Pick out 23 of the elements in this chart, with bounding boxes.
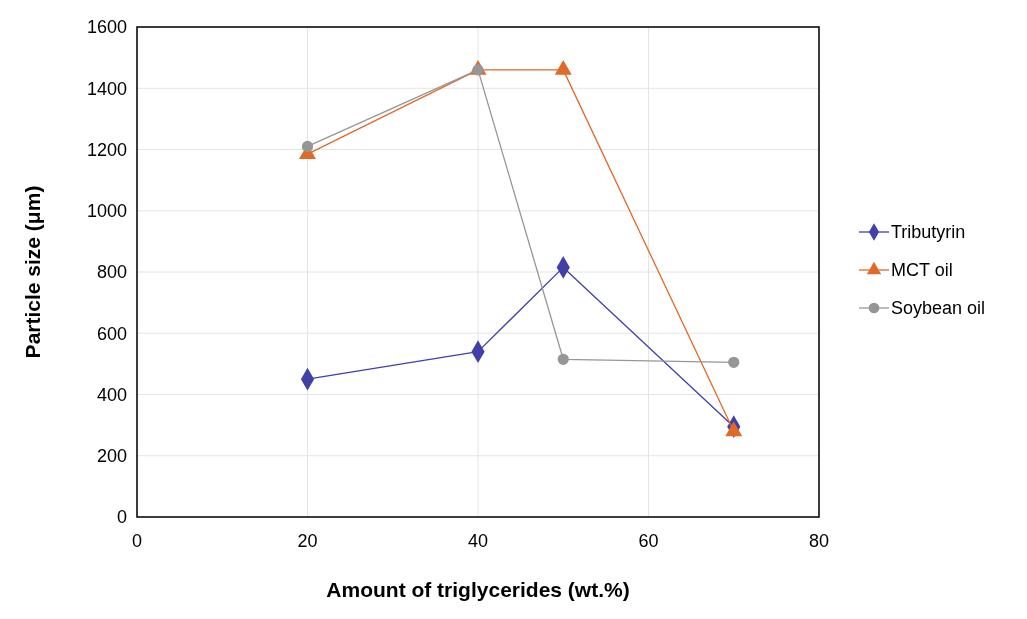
point xyxy=(557,353,569,365)
y-tick-label: 1000 xyxy=(86,201,127,222)
x-tick-label: 20 xyxy=(297,531,318,551)
point xyxy=(301,140,314,153)
legend-label: Tributyrin xyxy=(891,222,966,243)
legend-label: Soybean oil xyxy=(891,298,986,319)
y-tick-label: 0 xyxy=(116,507,127,528)
y-axis-title: Particle size (μm) xyxy=(21,185,44,359)
y-tick-label: 600 xyxy=(96,323,127,344)
x-tick-label: 80 xyxy=(808,531,830,551)
y-tick-label: 400 xyxy=(96,384,127,405)
legend-label: MCT oil xyxy=(891,260,953,281)
x-tick-label: 40 xyxy=(467,531,489,551)
y-tick-label: 1600 xyxy=(86,17,127,38)
point xyxy=(728,356,740,368)
y-tick-label: 1200 xyxy=(86,139,127,160)
point xyxy=(554,60,572,75)
x-tick-label: 0 xyxy=(131,531,143,551)
x-axis-title: Amount of triglycerides (wt.%) xyxy=(326,578,630,601)
y-tick-label: 200 xyxy=(96,446,127,467)
y-tick-label: 1400 xyxy=(86,78,127,99)
y-tick-label: 800 xyxy=(96,262,127,283)
x-tick-label: 60 xyxy=(638,531,659,551)
